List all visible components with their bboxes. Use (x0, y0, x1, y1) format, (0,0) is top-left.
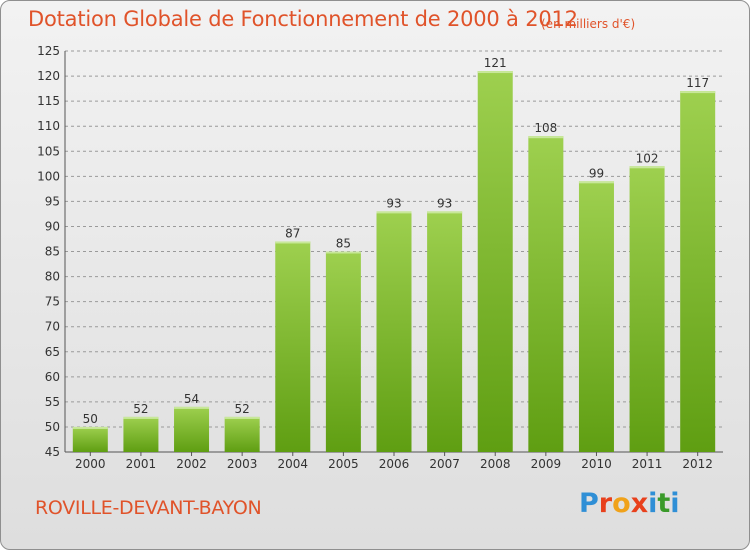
x-tick-label: 2002 (176, 457, 207, 471)
bar-2011 (629, 166, 665, 452)
value-label: 117 (686, 76, 709, 90)
bar-2006 (376, 211, 412, 452)
logo-letter: r (598, 488, 613, 519)
bar-top-highlight (578, 181, 614, 184)
y-tick-label: 60 (45, 370, 60, 384)
bar-2003 (224, 416, 260, 452)
x-tick-label: 2010 (581, 457, 612, 471)
bar-top-highlight (376, 211, 412, 214)
logo-letter: P (579, 488, 599, 519)
bar-2010 (578, 181, 614, 452)
x-tick-label: 2005 (328, 457, 359, 471)
y-tick-label: 120 (37, 69, 60, 83)
x-tick-label: 2001 (126, 457, 157, 471)
x-tick-label: 2004 (277, 457, 308, 471)
bar-top-highlight (72, 426, 108, 429)
y-tick-label: 125 (37, 44, 60, 58)
value-label: 102 (636, 151, 659, 165)
y-tick-label: 85 (45, 245, 60, 259)
x-tick-label: 2006 (379, 457, 410, 471)
y-tick-label: 70 (45, 320, 60, 334)
bar-2005 (325, 251, 361, 452)
axes: 45 50 55 60 65 70 75 80 85 90 95 100 105 110 115 120 125… (37, 44, 723, 471)
bar-top-highlight (325, 251, 361, 254)
y-tick-label: 75 (45, 295, 60, 309)
x-tick-label: 2009 (531, 457, 562, 471)
y-tick-label: 90 (45, 219, 60, 233)
bar-top-highlight (477, 71, 513, 74)
x-tick-label: 2000 (75, 457, 106, 471)
logo-letter: x (630, 488, 649, 519)
bar-top-highlight (427, 211, 463, 214)
y-tick-label: 105 (37, 144, 60, 158)
bars: 50 52 54 52 87 85 93 93 121 108 99 102 117 (72, 56, 716, 453)
y-tick-label: 50 (45, 420, 60, 434)
value-label: 87 (285, 226, 300, 240)
y-tick-label: 95 (45, 194, 60, 208)
bar-2001 (123, 416, 159, 452)
bar-top-highlight (174, 406, 210, 409)
y-tick-label: 110 (37, 119, 60, 133)
value-label: 85 (336, 237, 351, 251)
value-label: 108 (534, 121, 557, 135)
logo-letter: i (670, 488, 680, 519)
chart-unit: (en milliers d'€) (541, 17, 636, 31)
value-label: 93 (437, 196, 452, 210)
logo-letter: o (612, 488, 631, 519)
y-tick-label: 115 (37, 94, 60, 108)
bar-top-highlight (224, 416, 260, 419)
bar-2012 (680, 91, 716, 452)
y-tick-label: 100 (37, 169, 60, 183)
value-label: 54 (184, 392, 199, 406)
logo-letter: i (648, 488, 658, 519)
bar-2000 (72, 426, 108, 452)
bar-2009 (528, 136, 564, 452)
bar-top-highlight (680, 91, 716, 94)
value-label: 50 (83, 412, 98, 426)
y-tick-label: 45 (45, 445, 60, 459)
x-tick-label: 2012 (682, 457, 713, 471)
value-label: 121 (484, 56, 507, 70)
y-tick-label: 80 (45, 270, 60, 284)
proxiti-logo[interactable]: Proxiti (579, 488, 680, 519)
bar-2004 (275, 241, 311, 452)
value-label: 93 (386, 196, 401, 210)
bar-2007 (427, 211, 463, 452)
value-label: 99 (589, 166, 604, 180)
value-label: 52 (133, 402, 148, 416)
bar-top-highlight (275, 241, 311, 244)
bar-2002 (174, 406, 210, 452)
y-tick-label: 65 (45, 345, 60, 359)
x-tick-label: 2008 (480, 457, 511, 471)
bar-top-highlight (123, 416, 159, 419)
bar-2008 (477, 71, 513, 453)
bar-top-highlight (528, 136, 564, 139)
x-tick-label: 2011 (632, 457, 663, 471)
chart-title: Dotation Globale de Fonctionnement de 20… (28, 7, 578, 31)
value-label: 52 (235, 402, 250, 416)
commune-name: ROVILLE-DEVANT-BAYON (35, 497, 262, 519)
logo-letter: t (657, 488, 671, 519)
x-tick-label: 2003 (227, 457, 258, 471)
y-tick-label: 55 (45, 395, 60, 409)
bar-top-highlight (629, 166, 665, 169)
x-tick-label: 2007 (429, 457, 460, 471)
